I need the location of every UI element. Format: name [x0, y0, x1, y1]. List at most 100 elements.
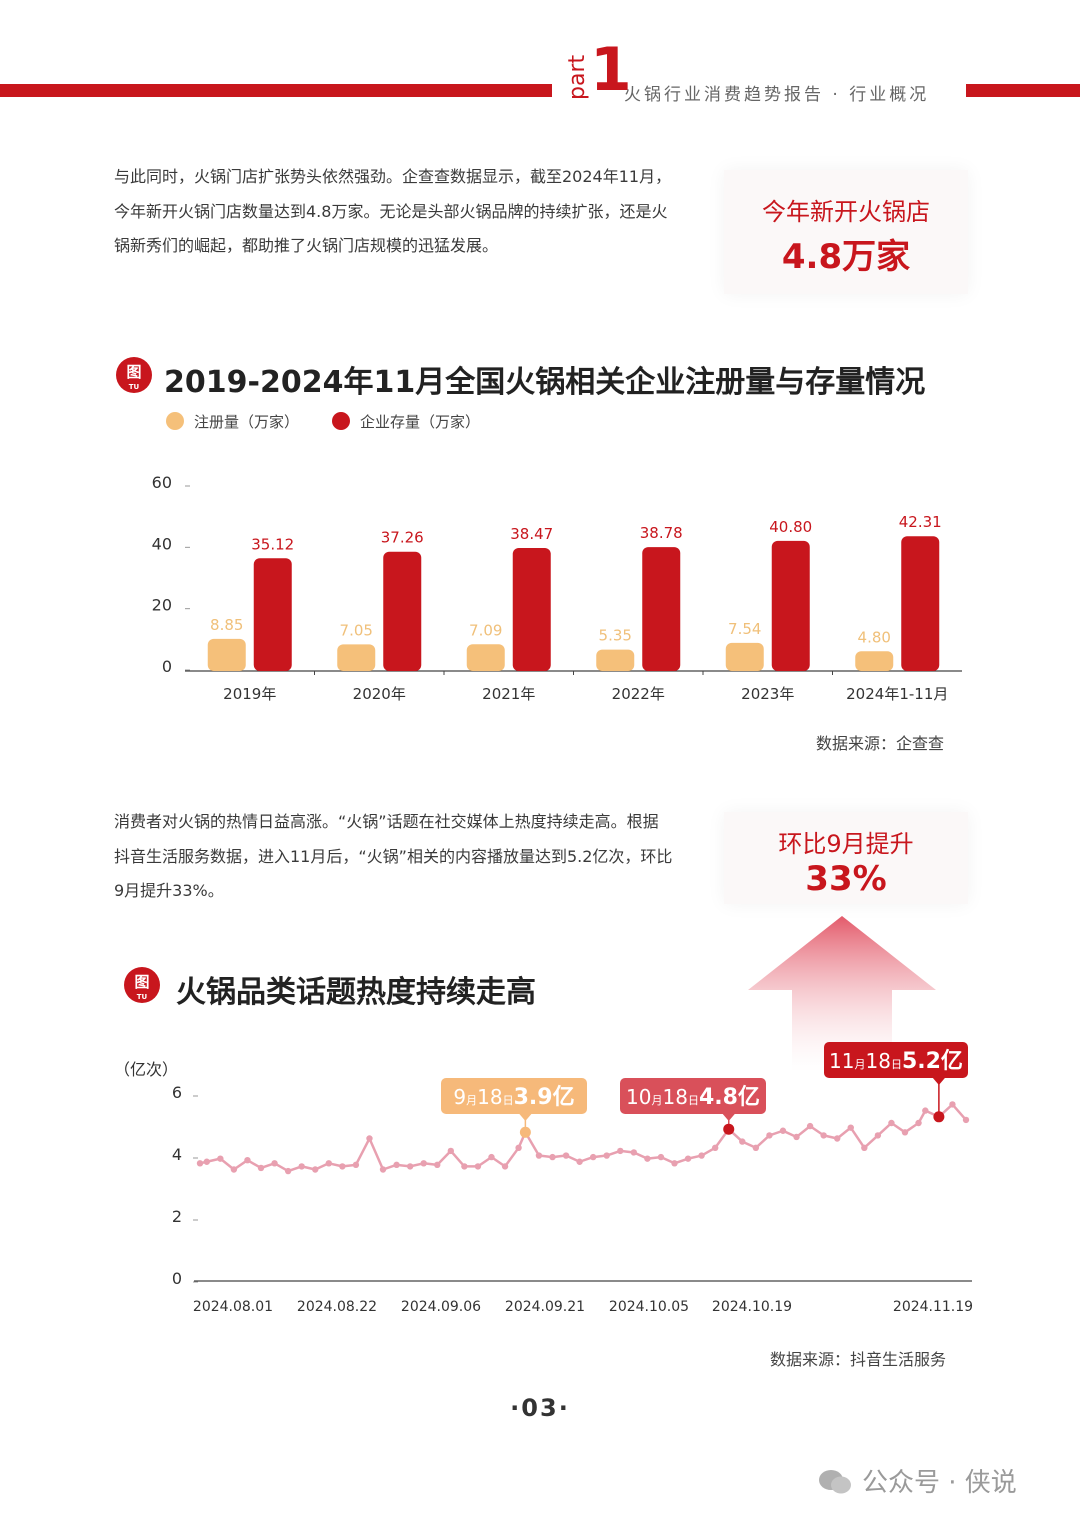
bar-registration — [466, 644, 505, 671]
x-tick-label: 2023年 — [741, 685, 794, 703]
data-point — [284, 1167, 292, 1175]
data-point — [298, 1163, 305, 1170]
data-label: 7.09 — [469, 621, 502, 639]
bar-registration — [725, 642, 764, 671]
data-point — [312, 1166, 319, 1173]
callout-label: 今年新开火锅店 — [762, 198, 930, 226]
annotation-box — [824, 1042, 968, 1078]
data-point — [752, 1144, 760, 1151]
data-label: 5.35 — [599, 627, 632, 645]
x-tick-label: 2024.08.22 — [297, 1299, 377, 1315]
data-point — [461, 1163, 468, 1170]
data-label: 42.31 — [899, 513, 942, 531]
data-point — [603, 1152, 610, 1159]
intro-paragraph: 与此同时，火锅门店扩张势头依然强劲。企查查数据显示，截至2024年11月，今年新… — [114, 167, 672, 255]
data-point — [949, 1101, 956, 1108]
annotation-label: 10月18日4.8亿 — [626, 1085, 760, 1110]
chart2-source: 数据来源：抖音生活服务 — [770, 1350, 947, 1369]
series-line — [199, 1103, 967, 1173]
data-label: 7.54 — [728, 620, 761, 638]
y-axis-unit: （亿次） — [114, 1060, 178, 1079]
x-tick-label: 2024.09.06 — [401, 1299, 481, 1315]
data-point — [366, 1135, 373, 1142]
x-tick-label: 2024年1-11月 — [846, 685, 948, 703]
watermark: 公众号 · 侠说 — [818, 1462, 1017, 1499]
chart1-title: 2019-2024年11月全国火锅相关企业注册量与存量情况 — [164, 365, 926, 400]
x-tick-label: 2024.08.01 — [193, 1299, 273, 1315]
legend-stock: 企业存量（万家） — [332, 411, 480, 432]
bar-stock — [642, 547, 681, 671]
y-tick-label: 60 — [152, 473, 172, 492]
bar-registration — [337, 644, 376, 671]
y-tick-label: 4 — [172, 1145, 182, 1164]
data-point — [501, 1163, 509, 1170]
data-point — [549, 1153, 556, 1161]
data-point — [515, 1144, 522, 1151]
y-tick-label: 0 — [172, 1269, 182, 1288]
data-point — [576, 1158, 583, 1165]
bar-registration — [855, 651, 894, 671]
y-tick-label: 2 — [172, 1207, 182, 1226]
y-tick-label: 6 — [172, 1083, 182, 1102]
y-tick-label: 0 — [162, 657, 172, 676]
data-point — [739, 1138, 746, 1145]
data-label: 37.26 — [381, 529, 424, 547]
x-tick-label: 2021年 — [482, 685, 535, 703]
data-point — [671, 1160, 678, 1167]
data-point — [766, 1132, 773, 1139]
data-point — [922, 1107, 929, 1114]
data-point — [352, 1161, 360, 1169]
header-bar-left — [0, 84, 552, 97]
data-point — [217, 1155, 224, 1162]
data-point — [874, 1132, 882, 1139]
data-point — [657, 1153, 665, 1161]
data-point — [244, 1157, 251, 1164]
data-point — [779, 1127, 787, 1134]
callout-value: 4.8万家 — [781, 237, 911, 277]
figure-icon: 图 TU — [116, 357, 152, 393]
data-point — [488, 1153, 495, 1161]
annotation-pointer — [932, 1078, 945, 1085]
data-point — [589, 1153, 597, 1161]
x-tick-label: 2020年 — [353, 685, 406, 703]
data-point — [420, 1160, 427, 1167]
annotation-point — [723, 1123, 735, 1135]
legend-registration: 注册量（万家） — [166, 411, 299, 432]
data-point — [847, 1124, 854, 1131]
y-tick-label: 20 — [152, 596, 172, 615]
callout-value: 33% — [805, 859, 887, 899]
data-point — [861, 1144, 868, 1151]
x-tick-label: 2019年 — [223, 685, 276, 703]
chart2-title: 火锅品类话题热度持续走高 — [176, 975, 536, 1010]
trend-paragraph: 消费者对火锅的热情日益高涨。“火锅”话题在社交媒体上热度持续走高。根据抖音生活服… — [114, 812, 673, 900]
data-label: 40.80 — [769, 518, 812, 536]
bar-stock — [383, 551, 422, 671]
annotation-pointer — [722, 1114, 735, 1121]
data-point — [834, 1135, 841, 1142]
peak-annotation: 9月18日3.9亿 — [441, 1078, 587, 1138]
data-point — [406, 1163, 414, 1170]
data-label: 35.12 — [251, 535, 294, 553]
data-point — [447, 1147, 455, 1155]
data-point — [644, 1155, 651, 1162]
bar-stock — [771, 540, 810, 671]
data-point — [339, 1163, 346, 1170]
part-label: part — [565, 55, 590, 100]
data-point — [684, 1155, 692, 1162]
header-bar-right — [966, 84, 1080, 97]
bar-chart: 0 20 40 60 2019年 8.85 35.12 2020年 7.05 37.26 2021年… — [152, 473, 962, 703]
bar-stock — [901, 536, 940, 671]
data-point — [888, 1119, 895, 1127]
annotation-box — [620, 1078, 766, 1114]
x-tick-label: 2022年 — [612, 685, 665, 703]
line-chart: （亿次） 0 2 4 6 2024.08.01 2024.08.22 2024.09.06 20… — [114, 1042, 973, 1315]
svg-text:part: part — [565, 55, 590, 100]
annotation-pointer — [519, 1114, 532, 1121]
callout-label: 环比9月提升 — [778, 830, 914, 858]
data-label: 38.47 — [510, 525, 553, 543]
data-point — [474, 1163, 482, 1170]
data-point — [535, 1152, 543, 1159]
growth-arrow-icon — [748, 916, 936, 1072]
data-point — [230, 1166, 238, 1173]
data-point — [793, 1133, 800, 1141]
